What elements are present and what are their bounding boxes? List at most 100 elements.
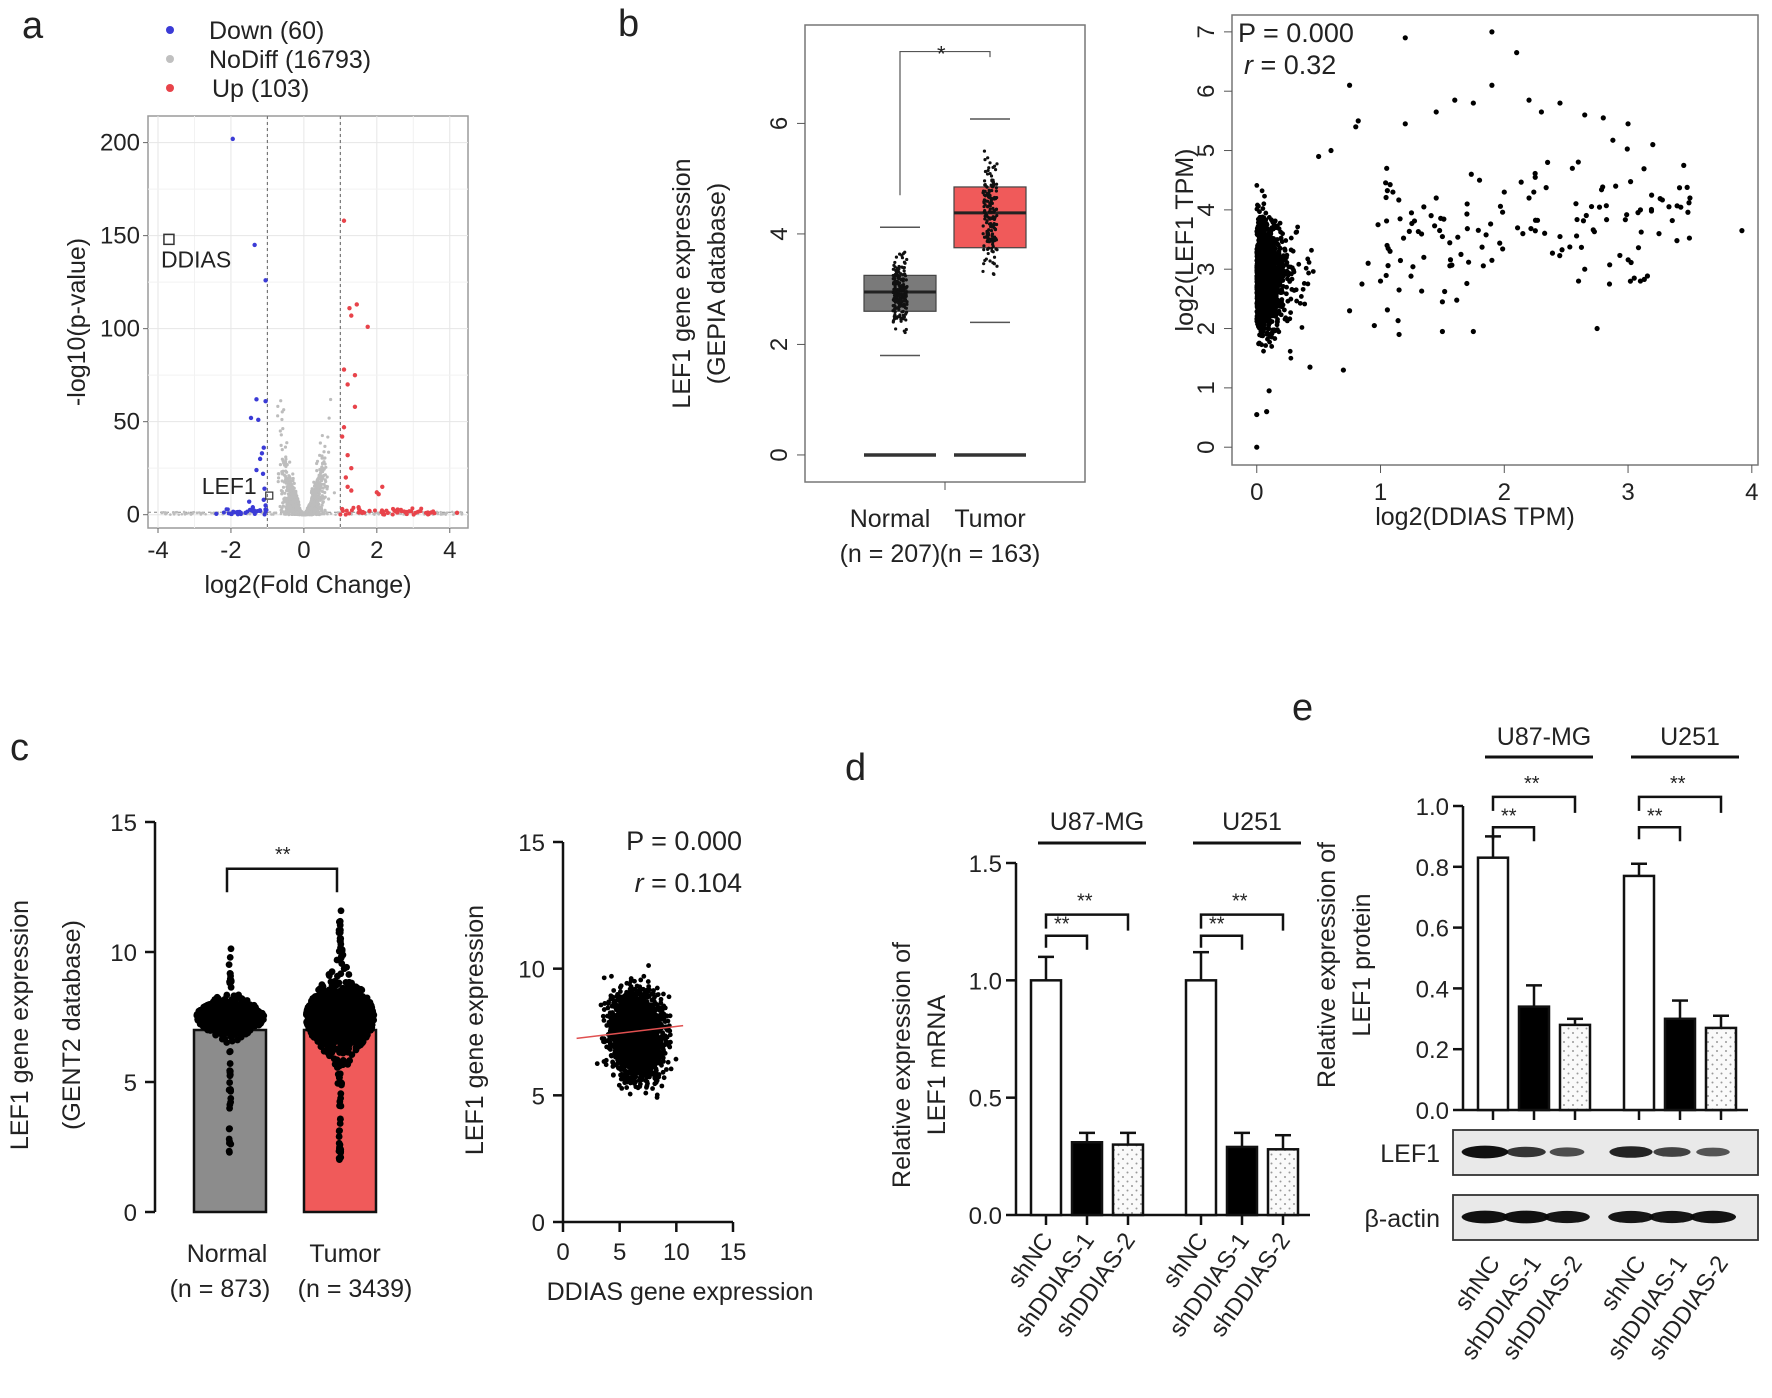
data-point bbox=[1480, 263, 1486, 269]
data-point bbox=[1543, 185, 1549, 191]
category-label: Normal bbox=[850, 505, 931, 533]
sample-point bbox=[987, 246, 991, 250]
sample-point bbox=[982, 235, 987, 239]
nodiff-point bbox=[283, 460, 288, 464]
data-point bbox=[1470, 100, 1476, 106]
nodiff-point bbox=[182, 510, 186, 514]
data-point bbox=[1582, 112, 1588, 118]
nodiff-point bbox=[283, 445, 288, 449]
data-point bbox=[1260, 325, 1266, 331]
sample-point bbox=[984, 221, 989, 225]
data-point bbox=[1383, 218, 1390, 224]
down-point bbox=[221, 510, 226, 515]
up-point bbox=[391, 506, 396, 511]
sample-point bbox=[227, 1140, 235, 1148]
data-point bbox=[1532, 170, 1538, 177]
nodiff-point bbox=[293, 490, 297, 494]
sample-point bbox=[985, 172, 990, 176]
sample-point bbox=[894, 255, 899, 259]
data-point bbox=[1439, 299, 1445, 305]
data-point bbox=[1464, 226, 1470, 232]
data-point bbox=[1514, 50, 1520, 56]
data-point bbox=[1278, 288, 1283, 293]
nodiff-point bbox=[169, 513, 172, 516]
sample-point bbox=[987, 228, 991, 232]
data-point bbox=[1254, 444, 1260, 450]
up-point bbox=[398, 507, 403, 512]
data-point bbox=[1267, 333, 1273, 339]
sample-point bbox=[244, 1023, 251, 1031]
data-point bbox=[1270, 219, 1276, 225]
data-point bbox=[1439, 233, 1445, 240]
up-point bbox=[339, 434, 345, 439]
sample-point bbox=[221, 1017, 229, 1024]
nodiff-point bbox=[282, 499, 286, 503]
plot-area bbox=[147, 115, 469, 529]
up-point bbox=[356, 510, 361, 515]
sample-point bbox=[983, 217, 987, 221]
up-point bbox=[352, 372, 358, 378]
data-point bbox=[1499, 209, 1506, 215]
sample-point bbox=[991, 240, 995, 244]
nodiff-point bbox=[177, 513, 181, 516]
panel-label-c: c bbox=[10, 727, 29, 769]
up-point bbox=[345, 452, 350, 458]
data-point bbox=[1574, 216, 1580, 223]
data-point bbox=[1531, 189, 1537, 195]
y-axis-title: -log10(p-value) bbox=[63, 238, 91, 406]
nodiff-point bbox=[320, 465, 324, 469]
down-point bbox=[262, 512, 267, 517]
data-point bbox=[1648, 206, 1655, 213]
sample-point bbox=[225, 1147, 233, 1155]
data-point bbox=[1383, 194, 1389, 201]
x-tick-label: 2 bbox=[370, 537, 383, 564]
data-point bbox=[1532, 228, 1538, 234]
data-point bbox=[1260, 220, 1266, 225]
data-point bbox=[1263, 210, 1269, 216]
nodiff-point bbox=[274, 511, 278, 515]
y-tick-label: 15 bbox=[110, 810, 137, 837]
sample-point bbox=[994, 238, 999, 242]
up-point bbox=[341, 367, 347, 372]
nodiff-point bbox=[312, 508, 316, 512]
legend-label-1: NoDiff (16793) bbox=[209, 46, 371, 74]
data-point bbox=[1266, 388, 1272, 394]
nodiff-point bbox=[281, 504, 285, 508]
data-point bbox=[1686, 235, 1693, 241]
data-point bbox=[1607, 262, 1613, 268]
sample-point bbox=[901, 303, 905, 308]
sample-point bbox=[239, 996, 247, 1003]
data-point bbox=[1437, 227, 1443, 234]
nodiff-point bbox=[324, 479, 328, 484]
data-point bbox=[1298, 294, 1304, 299]
nodiff-point bbox=[450, 510, 454, 514]
sample-point bbox=[226, 953, 234, 961]
data-point bbox=[1259, 303, 1265, 308]
nodiff-point bbox=[171, 511, 175, 514]
data-point bbox=[1271, 261, 1277, 267]
x-tick-label: 1 bbox=[1374, 479, 1387, 506]
sample-point bbox=[213, 1014, 221, 1022]
nodiff-point bbox=[191, 512, 194, 515]
data-point bbox=[1268, 229, 1274, 235]
data-point bbox=[1306, 270, 1311, 276]
data-point bbox=[1390, 189, 1396, 195]
data-point bbox=[1635, 245, 1642, 251]
sample-point bbox=[995, 264, 999, 268]
data-point bbox=[1266, 285, 1272, 290]
sample-point bbox=[993, 168, 998, 172]
nodiff-point bbox=[289, 482, 293, 486]
down-point bbox=[254, 467, 259, 473]
nodiff-point bbox=[319, 506, 323, 510]
sample-point bbox=[894, 315, 898, 319]
up-point bbox=[431, 509, 436, 514]
data-point bbox=[1258, 248, 1264, 254]
data-point bbox=[1383, 272, 1389, 279]
up-point bbox=[341, 218, 347, 223]
nodiff-point bbox=[318, 473, 322, 477]
data-point bbox=[1294, 229, 1300, 235]
data-point bbox=[1400, 235, 1407, 241]
data-point bbox=[1295, 224, 1301, 230]
nodiff-point bbox=[329, 512, 333, 515]
sample-point bbox=[991, 178, 995, 182]
